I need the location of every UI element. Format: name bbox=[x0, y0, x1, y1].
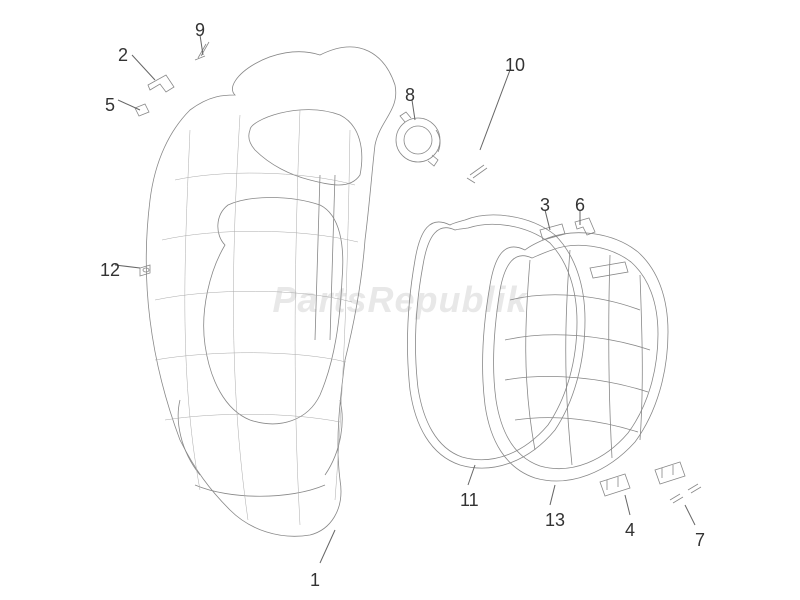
leader-line-11 bbox=[468, 465, 475, 485]
leader-line-1 bbox=[320, 530, 335, 563]
callout-label-2: 2 bbox=[118, 45, 128, 66]
leader-line-10 bbox=[480, 70, 510, 150]
leader-line-4 bbox=[625, 495, 630, 515]
callout-label-11: 11 bbox=[460, 490, 479, 511]
callout-label-3: 3 bbox=[540, 195, 550, 216]
leader-lines-svg bbox=[0, 0, 800, 600]
diagram-container: PartsRepublik bbox=[0, 0, 800, 600]
callout-label-9: 9 bbox=[195, 20, 205, 41]
callout-label-5: 5 bbox=[105, 95, 115, 116]
callout-label-10: 10 bbox=[505, 55, 525, 76]
leader-line-5 bbox=[118, 100, 140, 110]
callout-label-4: 4 bbox=[625, 520, 635, 541]
callout-label-7: 7 bbox=[695, 530, 705, 551]
callout-label-12: 12 bbox=[100, 260, 120, 281]
leader-line-2 bbox=[132, 55, 155, 80]
leader-line-13 bbox=[550, 485, 555, 505]
callout-label-6: 6 bbox=[575, 195, 585, 216]
callout-label-13: 13 bbox=[545, 510, 565, 531]
leader-line-7 bbox=[685, 505, 695, 525]
callout-label-8: 8 bbox=[405, 85, 415, 106]
callout-label-1: 1 bbox=[310, 570, 320, 591]
